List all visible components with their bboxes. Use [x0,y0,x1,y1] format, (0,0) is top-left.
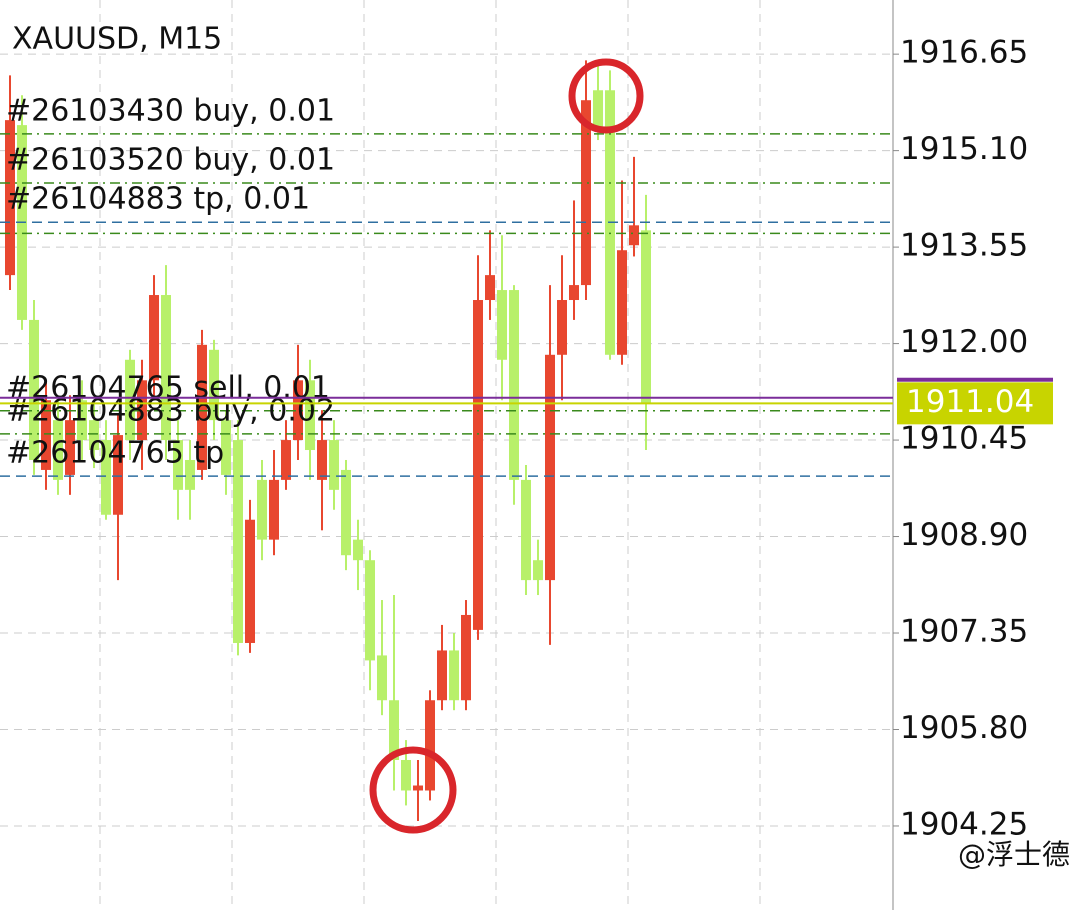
candle-body [485,275,495,301]
y-tick-label: 1904.25 [900,806,1028,842]
candle-body [569,285,579,301]
candle-body [329,440,339,490]
candle-body [197,344,207,470]
ask-marker [897,377,1053,382]
order-label: #26103520 buy, 0.01 [6,142,335,177]
candle-body [29,319,39,460]
candle-body [65,420,75,475]
bid-label: 1911.04 [906,384,1034,420]
candle-body [437,650,447,701]
y-tick-label: 1907.35 [900,614,1028,650]
candle-body [149,295,159,381]
candle-body [557,300,567,355]
candle-body [185,459,195,490]
candle-body [497,290,507,360]
candle-body [341,469,351,556]
order-label: #26104883 tp, 0.01 [6,182,310,217]
candle-body [389,700,399,760]
candle-body [245,519,255,643]
order-label: #26103430 buy, 0.01 [6,93,335,128]
candle-body [353,539,363,561]
order-label: #26104765 sell, 0.01 [6,370,330,405]
candle-body [233,440,243,643]
order-label: #26104883 buy, 0.02 [6,393,335,428]
candle-body [641,230,651,404]
candle-body [113,435,123,515]
candle-body [5,120,15,276]
candle-body [413,785,423,791]
y-tick-label: 1910.45 [900,421,1028,457]
candle-body [281,440,291,480]
highlight-circle [369,746,457,834]
y-tick-label: 1913.55 [900,228,1028,264]
candle-body [401,759,411,791]
candle-body [545,354,555,581]
vertical-grid [99,0,761,910]
candle-body [521,479,531,581]
y-tick-label: 1916.65 [900,35,1028,71]
candle-body [125,359,135,441]
candle-body [293,380,303,441]
candle-body [209,349,219,421]
candle-body [317,440,327,480]
candle-body [377,655,387,701]
candle-body [173,440,183,490]
candle-body [221,420,231,475]
candle-body [161,295,171,441]
candle-body [53,420,63,480]
candle-body [89,420,99,451]
highlight-circle [568,58,644,134]
candle-body [581,100,591,286]
candle-body [101,440,111,515]
candle-body [533,560,543,581]
candle-body [593,90,603,131]
y-tick-label: 1912.00 [900,324,1028,360]
candle-body [77,400,87,441]
candle-body [449,650,459,701]
candle-body [365,560,375,661]
candle-body [617,250,627,355]
bid-box [897,382,1053,425]
watermark: @浮士德 [958,838,1070,871]
candle-body [629,225,639,246]
candle-body [41,400,51,470]
candle-body [425,700,435,791]
candle-body [305,380,315,451]
candle-body [461,614,471,701]
chart-title: XAUUSD, M15 [12,22,222,57]
plot: #26103430 buy, 0.01 #26103520 buy, 0.01 #2… [0,53,899,827]
order-label: #26104765 tp [6,436,224,471]
candle-body [473,300,483,630]
y-tick-label: 1908.90 [900,517,1028,553]
candle-body [269,479,279,540]
candle-body [257,479,267,540]
candle-body [509,290,519,480]
y-tick-label: 1905.80 [900,710,1028,746]
y-tick-label: 1915.10 [900,131,1028,167]
